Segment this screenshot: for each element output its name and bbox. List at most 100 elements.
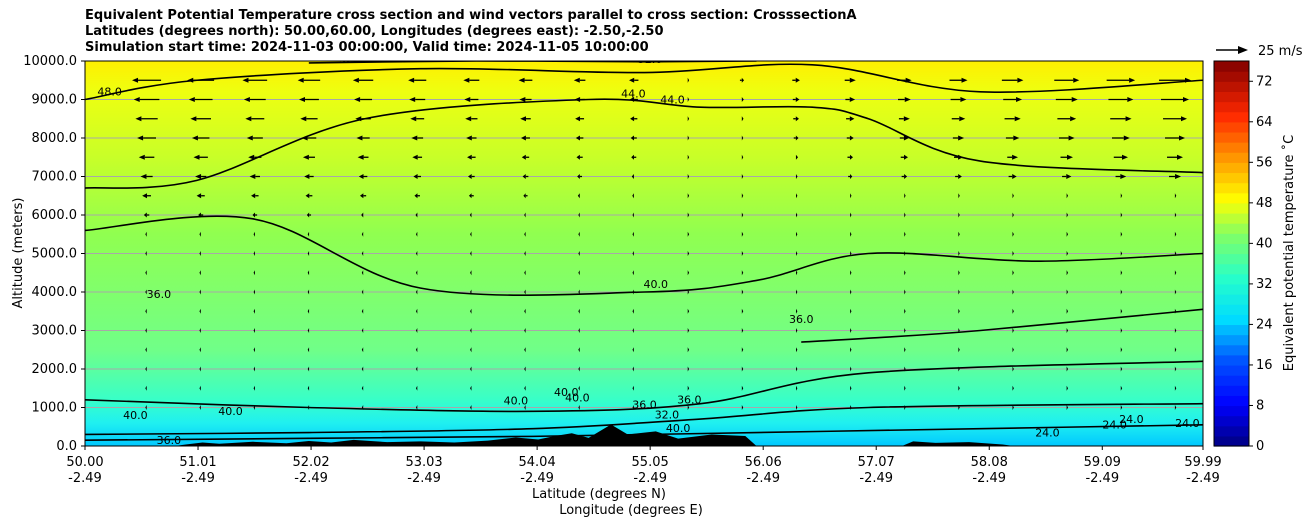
colorbar-segment [1214, 91, 1249, 103]
wind-vector-head [1174, 270, 1177, 276]
wind-vector-head [1120, 289, 1123, 295]
contour-label: 36.0 [147, 288, 172, 301]
x-tick-label-lon: -2.49 [633, 471, 667, 486]
wind-vector-head [1012, 308, 1014, 314]
wind-vector-head [520, 116, 526, 122]
contour-label: 36.0 [677, 394, 702, 407]
wind-vector-head [1066, 366, 1069, 372]
wind-vector-head [521, 154, 526, 160]
colorbar-segment [1214, 243, 1249, 255]
wind-vector-head [520, 135, 526, 141]
wind-vector-head [687, 328, 690, 333]
wind-vector-head [575, 116, 581, 122]
wind-vector-head [632, 366, 634, 372]
wind-vector-head [741, 174, 744, 179]
contour-label: 32.0 [655, 408, 680, 421]
colorbar-segment [1214, 202, 1249, 214]
wind-vector-head [361, 231, 364, 237]
wind-vector-head [1174, 231, 1177, 237]
wind-vector-head [903, 135, 909, 141]
wind-vector-head [904, 385, 906, 391]
wind-vector-head [741, 231, 744, 237]
y-tick-label: 8000.0 [32, 131, 78, 146]
x-tick-label-lon: -2.49 [859, 471, 893, 486]
wind-vector-head [850, 251, 852, 256]
wind-vector-head [1070, 116, 1077, 122]
wind-vector-head [687, 405, 690, 410]
colorbar-tick-label: 48 [1256, 196, 1273, 211]
wind-vector-head [132, 77, 139, 83]
wind-vector-head [143, 212, 147, 218]
wind-vector-head [199, 308, 201, 314]
wind-vector-head [358, 174, 364, 179]
wind-vector-head [849, 154, 854, 160]
wind-vector-head [1012, 385, 1014, 391]
wind-vector-head [524, 289, 526, 295]
wind-vector-head [199, 270, 201, 276]
wind-vector-head [1129, 77, 1136, 83]
wind-vector-head [524, 366, 526, 372]
wind-vector-head [411, 135, 418, 141]
wind-vector-head [958, 270, 960, 276]
wind-vector-head [904, 174, 908, 179]
wind-vector-head [961, 77, 968, 83]
wind-vector-head [850, 366, 852, 372]
wind-vector-head [687, 289, 690, 295]
wind-vector-head [307, 347, 310, 353]
wind-vector-head [687, 347, 690, 353]
wind-vector-head [297, 77, 304, 83]
wind-vector-head [1014, 116, 1021, 122]
wind-vector-head [632, 251, 634, 256]
wind-vector-head [1120, 405, 1123, 410]
wind-vector-head [575, 135, 580, 141]
contour-label: 44.0 [621, 88, 646, 101]
wind-vector-head [904, 347, 906, 353]
wind-vector-head [246, 135, 253, 141]
wind-vector-head [578, 308, 580, 314]
wind-vector-head [199, 385, 201, 391]
wind-vector-head [470, 289, 472, 295]
colorbar-segment [1214, 375, 1249, 386]
colorbar-segment [1214, 364, 1249, 376]
wind-vector-head [145, 366, 147, 372]
colorbar-segment [1214, 314, 1249, 326]
wind-vector-head [1071, 97, 1078, 102]
wind-vector-head [687, 116, 690, 122]
wind-vector-head [795, 77, 800, 83]
wind-vector-head [1120, 193, 1123, 199]
wind-vector-head [196, 193, 202, 199]
wind-vector-head [1122, 154, 1129, 160]
wind-vector-head [1066, 270, 1069, 276]
wind-vector-head [470, 308, 472, 314]
wind-vector-head [795, 154, 799, 160]
wind-vector-head [187, 77, 194, 83]
wind-vector-head [632, 289, 634, 295]
contour-label: 52.0 [408, 52, 433, 65]
x-tick-label-lon: -2.49 [972, 471, 1006, 486]
wind-vector-head [1066, 385, 1069, 391]
wind-vector-head [1175, 174, 1182, 179]
wind-vector-head [361, 308, 364, 314]
wind-vector-head [850, 231, 852, 237]
wind-vector-head [795, 116, 799, 122]
contour-labels: 48.0 52.0 52.0 52.0 44.0 44.0 40.0 36.0 36.0 40.0… [97, 52, 1199, 446]
wind-vector-head [578, 328, 580, 333]
wind-vector-head [361, 270, 364, 276]
x-tick-label-lat: 52.02 [292, 455, 329, 470]
wind-vector-head [524, 308, 526, 314]
y-tick-label: 4000.0 [32, 285, 78, 300]
wind-vector-head [1120, 212, 1123, 218]
wind-vector-head [242, 77, 249, 83]
wind-vector-head [361, 251, 364, 256]
wind-vector-head [133, 97, 140, 102]
wind-vector-head [307, 366, 310, 372]
wind-vector-head [466, 135, 472, 141]
wind-vector-head [1185, 77, 1192, 83]
wind-vector-head [795, 308, 798, 314]
colorbar-segment [1214, 71, 1249, 82]
wind-vector-head [958, 289, 960, 295]
wind-vector-head [630, 116, 635, 122]
colorbar-segment [1214, 172, 1249, 184]
x-tick-label-lon: -2.49 [181, 471, 215, 486]
